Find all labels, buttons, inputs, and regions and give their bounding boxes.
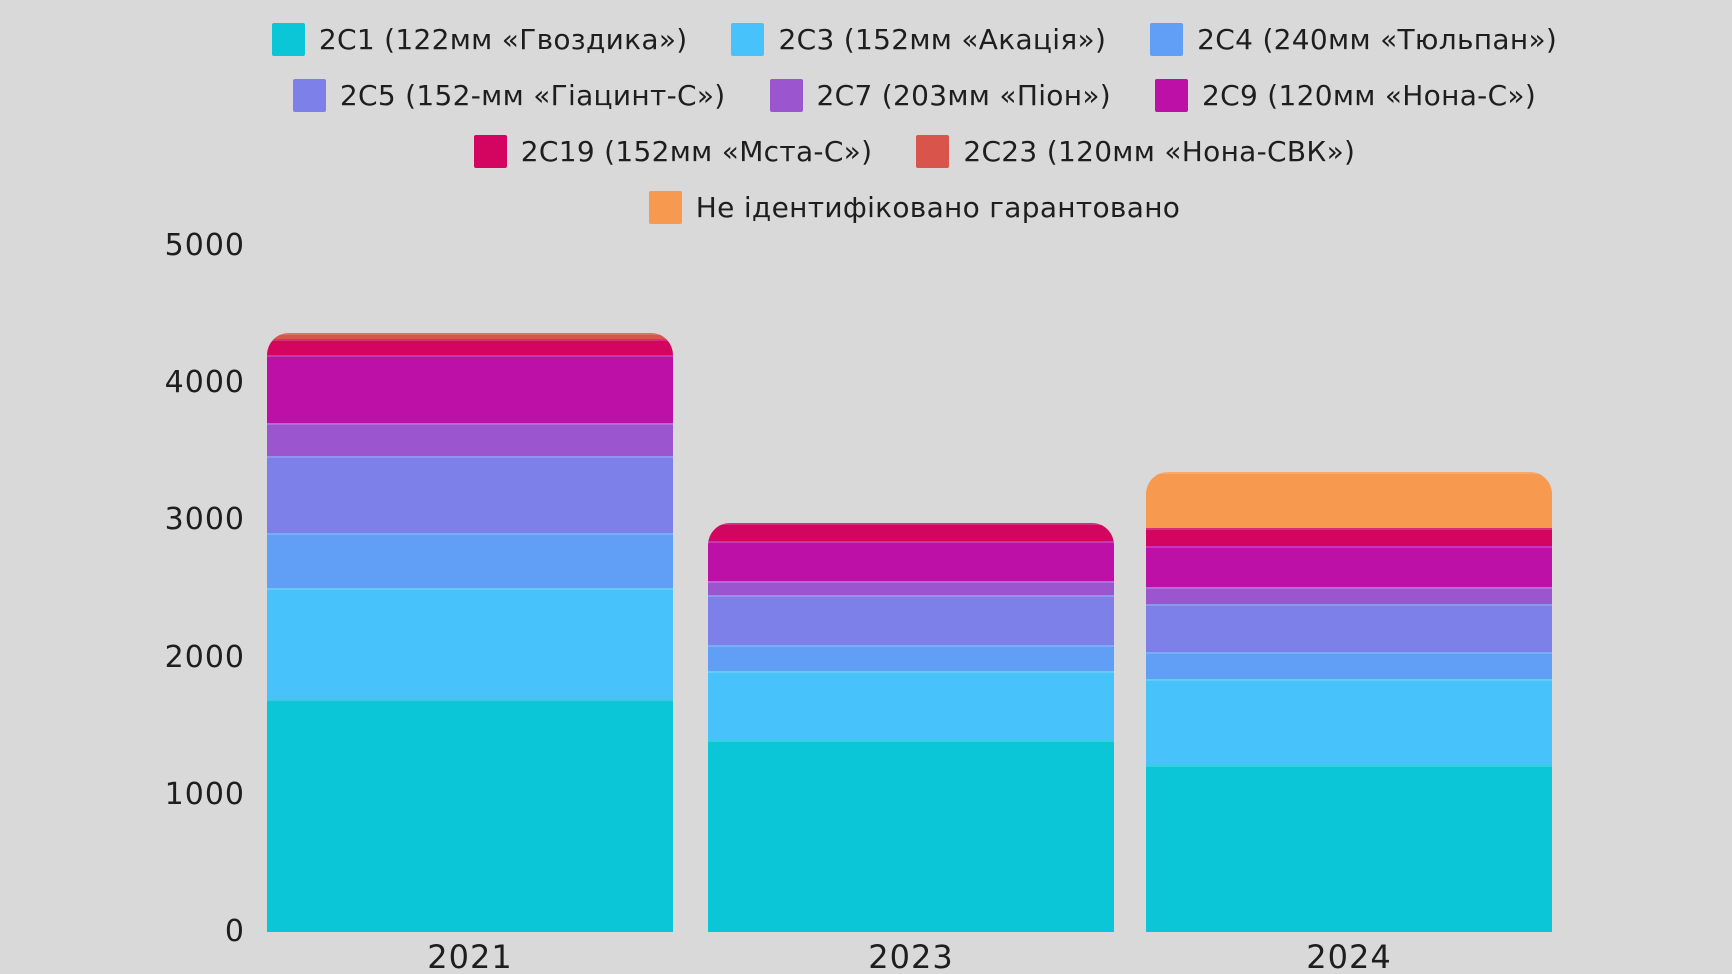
- bar-2024: [1146, 472, 1552, 932]
- y-axis-label-0: 0: [224, 914, 245, 949]
- legend-label-2s1: 2С1 (122мм «Гвоздика»): [318, 23, 688, 56]
- bar-2023: [708, 523, 1114, 932]
- legend-item-2s23[interactable]: 2С23 (120мм «Нона-СВК»): [916, 135, 1355, 168]
- bar-2024-segment-2s1[interactable]: [1146, 764, 1552, 932]
- bar-2021-segment-2s23[interactable]: [267, 333, 673, 339]
- legend-swatch-unidentified: [648, 191, 682, 224]
- bar-2024-segment-2s4[interactable]: [1146, 652, 1552, 679]
- legend-item-2s1[interactable]: 2С1 (122мм «Гвоздика»): [271, 23, 688, 56]
- legend-swatch-2s7: [769, 79, 803, 112]
- legend-swatch-2s9: [1154, 79, 1188, 112]
- legend-item-2s19[interactable]: 2С19 (152мм «Мста-С»): [473, 135, 873, 168]
- legend-swatch-2s23: [916, 135, 950, 168]
- legend-item-2s9[interactable]: 2С9 (120мм «Нона-С»): [1154, 79, 1537, 112]
- bar-2021-segment-2s3[interactable]: [267, 588, 673, 699]
- bar-2024-segment-unidentified[interactable]: [1146, 472, 1552, 528]
- x-axis-label-2021: 2021: [427, 938, 513, 974]
- legend-swatch-2s5: [292, 79, 326, 112]
- y-axis-label-3000: 3000: [164, 502, 245, 538]
- legend-label-2s3: 2С3 (152мм «Акація»): [778, 23, 1107, 56]
- legend-item-2s7[interactable]: 2С7 (203мм «Піон»): [769, 79, 1111, 112]
- x-axis-label-2023: 2023: [868, 938, 954, 974]
- legend-row: 2С1 (122мм «Гвоздика») 2С3 (152мм «Акація…: [267, 23, 1562, 56]
- y-axis-label-1000: 1000: [164, 776, 245, 812]
- y-axis-label-5000: 5000: [164, 228, 245, 263]
- legend-item-2s4[interactable]: 2С4 (240мм «Тюльпан»): [1150, 23, 1557, 56]
- legend-swatch-2s19: [473, 135, 507, 168]
- bar-2023-segment-2s9[interactable]: [708, 540, 1114, 582]
- legend: 2С1 (122мм «Гвоздика») 2С3 (152мм «Акація…: [267, 23, 1562, 224]
- bar-2023-segment-2s1[interactable]: [708, 739, 1114, 932]
- legend-label-2s5: 2С5 (152-мм «Гіацинт-С»): [339, 79, 726, 112]
- bar-2023-segment-2s3[interactable]: [708, 670, 1114, 740]
- bar-2021-segment-2s7[interactable]: [267, 422, 673, 456]
- bar-2021-segment-2s19[interactable]: [267, 338, 673, 356]
- bar-2023-segment-2s5[interactable]: [708, 595, 1114, 645]
- legend-item-2s5[interactable]: 2С5 (152-мм «Гіацинт-С»): [292, 79, 726, 112]
- bar-2024-segment-2s3[interactable]: [1146, 678, 1552, 765]
- legend-item-unidentified[interactable]: Не ідентифіковано гарантовано: [648, 191, 1181, 224]
- legend-label-2s23: 2С23 (120мм «Нона-СВК»): [963, 135, 1356, 168]
- legend-row: Не ідентифіковано гарантовано: [267, 191, 1562, 224]
- legend-row: 2С19 (152мм «Мста-С») 2С23 (120мм «Нона-С…: [267, 135, 1562, 168]
- bar-2023-segment-2s19[interactable]: [708, 523, 1114, 541]
- bar-2024-segment-2s7[interactable]: [1146, 586, 1552, 605]
- legend-swatch-2s3: [731, 23, 765, 56]
- bar-2023-segment-2s4[interactable]: [708, 644, 1114, 671]
- legend-label-2s7: 2С7 (203мм «Піон»): [816, 79, 1111, 112]
- legend-label-2s9: 2С9 (120мм «Нона-С»): [1201, 79, 1537, 112]
- legend-swatch-2s4: [1150, 23, 1184, 56]
- bar-2021-segment-2s9[interactable]: [267, 355, 673, 423]
- bar-2024-segment-2s9[interactable]: [1146, 546, 1552, 587]
- x-axis-label-2024: 2024: [1306, 938, 1392, 974]
- legend-swatch-2s1: [271, 23, 305, 56]
- legend-label-2s4: 2С4 (240мм «Тюльпан»): [1197, 23, 1558, 56]
- bar-2023-segment-2s7[interactable]: [708, 581, 1114, 596]
- bar-2024-segment-2s5[interactable]: [1146, 604, 1552, 653]
- legend-label-2s19: 2С19 (152мм «Мста-С»): [520, 135, 873, 168]
- legend-row: 2С5 (152-мм «Гіацинт-С») 2С7 (203мм «Піон…: [267, 79, 1562, 112]
- y-axis-label-2000: 2000: [164, 639, 245, 675]
- legend-label-unidentified: Не ідентифіковано гарантовано: [695, 191, 1181, 224]
- bar-2021-segment-2s5[interactable]: [267, 455, 673, 533]
- y-axis-label-4000: 4000: [164, 365, 245, 401]
- bar-2024-segment-2s19[interactable]: [1146, 527, 1552, 547]
- bar-2021-segment-2s1[interactable]: [267, 698, 673, 932]
- bar-2021: [267, 333, 673, 932]
- bar-2021-segment-2s4[interactable]: [267, 532, 673, 589]
- legend-item-2s3[interactable]: 2С3 (152мм «Акація»): [731, 23, 1106, 56]
